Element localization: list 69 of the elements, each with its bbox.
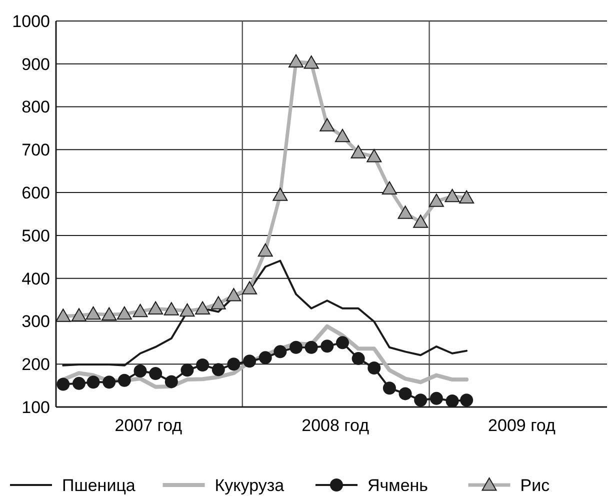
x-tick-label: 2009 год <box>488 416 556 435</box>
y-tick-label: 900 <box>22 54 50 74</box>
point <box>414 394 428 407</box>
y-tick-label: 700 <box>22 140 50 160</box>
point <box>272 188 288 201</box>
point <box>227 358 240 371</box>
y-tick-label: 800 <box>22 98 50 117</box>
point <box>368 361 381 374</box>
y-tick-label: 600 <box>22 184 50 203</box>
x-tick-label: 2008 год <box>302 416 370 435</box>
point <box>102 376 116 389</box>
point <box>304 56 319 69</box>
point <box>304 340 318 354</box>
point <box>290 340 303 354</box>
point <box>430 392 443 405</box>
point <box>336 336 349 350</box>
point <box>212 363 225 376</box>
point <box>56 378 70 391</box>
point <box>413 214 428 228</box>
point <box>446 394 459 408</box>
point <box>320 340 334 353</box>
point <box>149 367 162 380</box>
point <box>428 194 444 207</box>
point <box>134 364 147 378</box>
point <box>118 374 131 387</box>
point <box>71 308 86 322</box>
point <box>180 364 194 377</box>
point <box>460 394 474 407</box>
point <box>398 206 413 219</box>
point <box>195 301 210 315</box>
point <box>258 351 272 364</box>
point <box>243 354 256 368</box>
point <box>164 375 178 388</box>
point <box>148 301 164 315</box>
point <box>196 358 210 372</box>
x-tick-label: 2007 год <box>114 416 182 435</box>
point <box>274 345 287 358</box>
point <box>56 308 71 322</box>
legend-label: Кукуруза <box>214 476 285 495</box>
point <box>334 128 350 142</box>
point <box>164 302 179 316</box>
legend-label: Рис <box>520 476 550 495</box>
point <box>320 118 335 132</box>
y-tick-label: 400 <box>22 269 50 288</box>
point <box>258 243 273 257</box>
point <box>102 307 117 321</box>
point <box>459 190 474 204</box>
y-tick-label: 300 <box>22 312 50 332</box>
y-tick-label: 500 <box>22 226 50 246</box>
point <box>86 306 101 320</box>
point <box>444 188 460 202</box>
point <box>72 376 86 390</box>
legend-label: Ячмень <box>368 476 428 495</box>
point <box>382 181 397 194</box>
y-tick-label: 200 <box>22 355 50 374</box>
point <box>352 352 365 366</box>
point <box>210 296 226 310</box>
point <box>366 149 382 162</box>
point <box>288 54 304 68</box>
point <box>398 387 412 400</box>
point <box>86 376 100 389</box>
y-tick-label: 100 <box>22 398 50 417</box>
point <box>132 304 148 318</box>
y-tick-label: 1000 <box>12 12 50 31</box>
legend-label: Пшеница <box>62 476 136 495</box>
point <box>180 303 195 317</box>
point <box>116 306 132 320</box>
point <box>350 145 366 158</box>
point <box>382 382 396 395</box>
